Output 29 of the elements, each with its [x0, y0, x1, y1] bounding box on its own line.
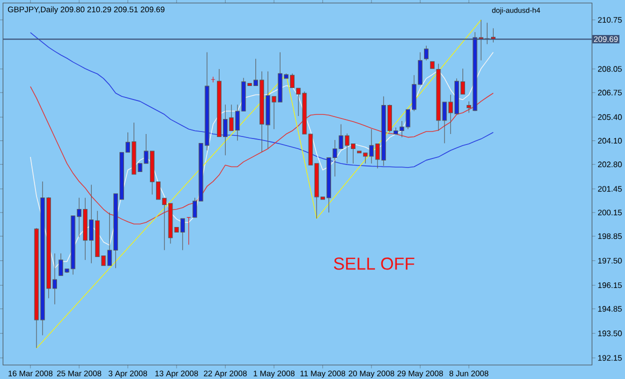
annotation: SELL OFF	[334, 258, 414, 270]
y-tick-label: 208.05	[598, 66, 622, 72]
y-tick-label: 201.45	[598, 186, 622, 192]
y-tick-label: 192.15	[598, 355, 622, 361]
y-tick-label: 197.50	[598, 258, 622, 264]
x-tick-label: 8 Jun 2008	[449, 370, 488, 376]
y-tick-label: 194.85	[598, 306, 622, 312]
x-tick-label: 3 Apr 2008	[108, 370, 148, 378]
x-tick-label: 16 Mar 2008	[8, 370, 52, 376]
y-tick-label: 193.50	[598, 330, 622, 336]
line-series	[36, 20, 482, 349]
y-tick-label: 206.75	[598, 90, 622, 96]
y-tick-label: 200.15	[598, 210, 622, 216]
x-tick-label: 11 May 2008	[300, 370, 346, 378]
ref-line-label: 209.69	[594, 36, 618, 42]
y-tick-label: 196.15	[598, 282, 622, 288]
y-tick-label: 202.80	[598, 162, 622, 168]
x-tick-label: 22 Apr 2008	[204, 370, 247, 378]
y-tick-label: 205.40	[598, 114, 622, 120]
y-tick-label: 210.75	[598, 17, 622, 23]
x-tick-label: 25 Mar 2008	[57, 370, 102, 376]
y-tick-label: 204.10	[598, 138, 622, 144]
y-tick-label: 198.85	[598, 233, 622, 239]
x-tick-label: 13 Apr 2008	[155, 370, 198, 378]
x-tick-label: 29 May 2008	[397, 370, 443, 378]
chart-title: GBPJPY,Daily 209.80 210.29 209.51 209.69	[8, 6, 164, 14]
x-tick-label: 1 May 2008	[254, 370, 295, 378]
x-tick-label: 20 May 2008	[348, 370, 394, 378]
candlestick	[436, 63, 441, 132]
